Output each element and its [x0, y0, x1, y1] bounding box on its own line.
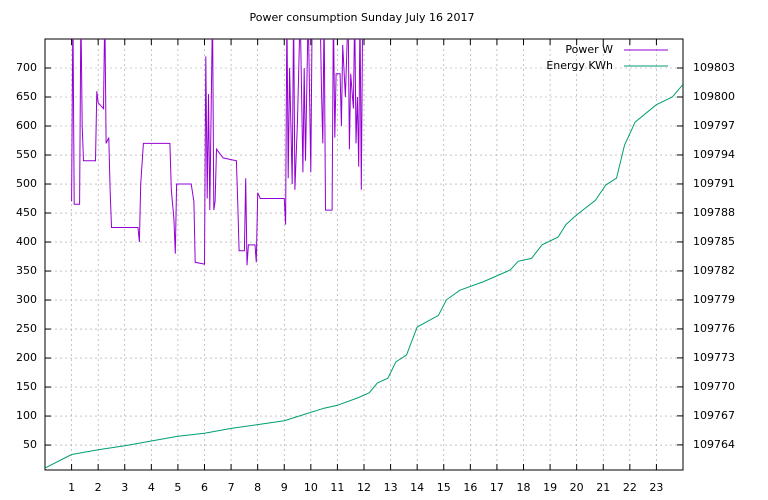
- y-tick-label: 700: [16, 61, 37, 74]
- y-tick-label: 600: [16, 119, 37, 132]
- x-tick-label: 6: [201, 481, 208, 494]
- x-tick-label: 12: [357, 481, 371, 494]
- legend-label: Energy KWh: [546, 59, 613, 72]
- y2-tick-label: 109782: [693, 264, 735, 277]
- y-tick-label: 150: [16, 380, 37, 393]
- series-line: [45, 84, 683, 469]
- y-tick-label: 450: [16, 206, 37, 219]
- x-tick-label: 19: [543, 481, 557, 494]
- y-tick-label: 250: [16, 322, 37, 335]
- x-tick-label: 17: [490, 481, 504, 494]
- y2-tick-label: 109797: [693, 119, 735, 132]
- x-tick-label: 14: [410, 481, 424, 494]
- x-tick-label: 11: [330, 481, 344, 494]
- series-line: [71, 39, 363, 266]
- x-tick-label: 13: [384, 481, 398, 494]
- y-tick-label: 350: [16, 264, 37, 277]
- y2-tick-label: 109800: [693, 90, 735, 103]
- plot-border: [44, 38, 684, 471]
- x-tick-label: 16: [463, 481, 477, 494]
- y2-tick-label: 109788: [693, 206, 735, 219]
- x-tick-label: 2: [95, 481, 102, 494]
- y-tick-label: 50: [23, 438, 37, 451]
- y-tick-label: 400: [16, 235, 37, 248]
- x-tick-label: 10: [304, 481, 318, 494]
- legend-label: Power W: [565, 43, 613, 56]
- x-tick-label: 7: [228, 481, 235, 494]
- y2-tick-label: 109779: [693, 293, 735, 306]
- y2-tick-label: 109791: [693, 177, 735, 190]
- y2-tick-label: 109803: [693, 61, 735, 74]
- x-tick-label: 3: [121, 481, 128, 494]
- y-tick-label: 500: [16, 177, 37, 190]
- x-tick-label: 4: [148, 481, 155, 494]
- x-tick-label: 20: [570, 481, 584, 494]
- x-tick-label: 5: [174, 481, 181, 494]
- x-tick-label: 15: [437, 481, 451, 494]
- y2-tick-label: 109776: [693, 322, 735, 335]
- y-tick-label: 650: [16, 90, 37, 103]
- y-tick-label: 550: [16, 148, 37, 161]
- y2-tick-label: 109773: [693, 351, 735, 364]
- x-tick-label: 21: [596, 481, 610, 494]
- x-tick-label: 9: [281, 481, 288, 494]
- y-tick-label: 300: [16, 293, 37, 306]
- x-tick-label: 1: [68, 481, 75, 494]
- x-tick-label: 18: [517, 481, 531, 494]
- y2-tick-label: 109785: [693, 235, 735, 248]
- x-tick-label: 22: [623, 481, 637, 494]
- chart-title: Power consumption Sunday July 16 2017: [250, 11, 475, 24]
- x-tick-label: 23: [649, 481, 663, 494]
- y2-tick-label: 109794: [693, 148, 735, 161]
- y-tick-label: 200: [16, 351, 37, 364]
- x-tick-label: 8: [254, 481, 261, 494]
- y2-tick-label: 109767: [693, 409, 735, 422]
- y2-tick-label: 109764: [693, 438, 735, 451]
- y-tick-label: 100: [16, 409, 37, 422]
- y2-tick-label: 109770: [693, 380, 735, 393]
- plot-area: [45, 39, 683, 469]
